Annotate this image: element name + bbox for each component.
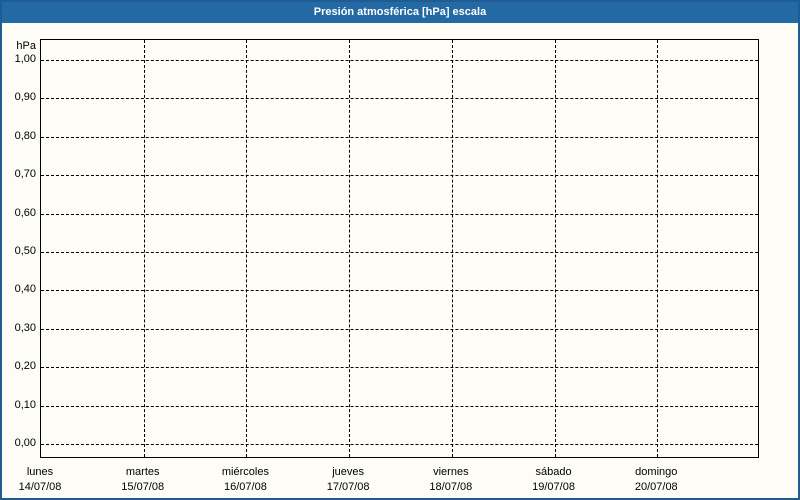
horizontal-gridline <box>41 290 758 292</box>
x-tick-day-label: jueves <box>332 466 365 478</box>
vertical-gridline <box>657 40 659 457</box>
y-tick-label: 0,40 <box>14 283 36 296</box>
horizontal-gridline <box>41 367 758 369</box>
x-tick-date-label: 20/07/08 <box>634 481 678 493</box>
horizontal-gridline <box>41 252 758 253</box>
horizontal-gridline <box>41 405 758 407</box>
vertical-gridline <box>349 40 351 457</box>
horizontal-gridline <box>41 136 758 138</box>
horizontal-gridline <box>41 175 758 177</box>
chart-content: hPa 1,00 0,90 0,80 0,70 0,60 0,50 0,40 0,30 0,20… <box>2 23 798 498</box>
y-tick-label: 0,10 <box>14 398 36 411</box>
x-tick-day-label: viernes <box>433 466 469 478</box>
horizontal-gridline <box>41 60 758 61</box>
x-tick-date-label: 14/07/08 <box>18 481 62 493</box>
y-tick-label: 1,00 <box>14 53 36 65</box>
horizontal-gridline <box>41 328 758 330</box>
y-tick-label: 0,20 <box>14 360 36 373</box>
y-tick-label: 0,90 <box>14 91 36 104</box>
plot-area <box>40 39 759 458</box>
x-tick-date-label: 15/07/08 <box>121 481 165 493</box>
chart-title-bar: Presión atmosférica [hPa] escala <box>2 2 798 23</box>
x-tick-day-label: domingo <box>635 466 678 478</box>
y-axis-unit-label: hPa <box>16 40 36 52</box>
y-tick-label: 0,70 <box>14 168 36 181</box>
vertical-gridline <box>554 40 556 457</box>
y-tick-label: 0,60 <box>14 206 36 219</box>
y-tick-label: 0,80 <box>14 129 36 142</box>
x-tick-date-label: 19/07/08 <box>532 481 575 493</box>
vertical-gridline <box>143 40 145 457</box>
y-tick-label: 0,50 <box>14 245 36 257</box>
chart-title: Presión atmosférica [hPa] escala <box>313 6 487 18</box>
x-tick-day-label: lunes <box>26 466 54 478</box>
y-tick-label: 0,30 <box>14 321 36 334</box>
x-tick-day-label: martes <box>125 466 160 478</box>
vertical-gridline <box>246 40 248 457</box>
horizontal-gridline <box>41 444 758 445</box>
x-tick-day-label: sábado <box>535 466 572 478</box>
x-tick-date-label: 16/07/08 <box>224 481 267 493</box>
x-tick-date-label: 18/07/08 <box>429 481 473 493</box>
vertical-gridline <box>451 40 453 457</box>
x-tick-day-label: miércoles <box>221 466 269 478</box>
x-tick-date-label: 17/07/08 <box>326 481 370 493</box>
horizontal-gridline <box>41 213 758 215</box>
y-tick-label: 0,00 <box>14 437 36 449</box>
horizontal-gridline <box>41 98 758 100</box>
